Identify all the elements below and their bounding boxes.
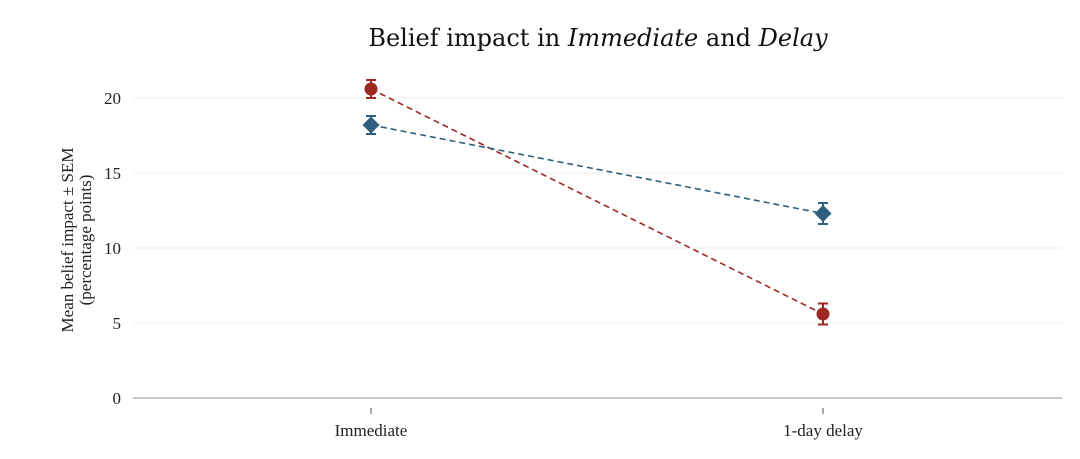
y-axis-label-line2: (percentage points) [76, 175, 95, 306]
chart-title-delay: Delay [758, 24, 828, 52]
chart-title: Belief impact in Immediate and Delay [368, 24, 828, 52]
chart-title-middle: and [698, 24, 758, 52]
point-circle-1-day-delay [816, 307, 830, 321]
y-ticks: 0 5 10 15 20 [104, 89, 121, 408]
chart-title-immediate: Immediate [567, 24, 698, 52]
y-tick-label-20: 20 [104, 89, 121, 108]
series-circle [364, 79, 830, 326]
x-tick-label-1-day-delay: 1-day delay [783, 421, 863, 440]
y-tick-label-10: 10 [104, 239, 121, 258]
point-circle-immediate [364, 82, 378, 96]
chart-title-prefix: Belief impact in [368, 24, 568, 52]
x-tick-label-immediate: Immediate [335, 421, 408, 440]
series-diamond [362, 115, 832, 225]
series-line-diamond [370, 124, 824, 215]
grid-lines [133, 97, 1062, 324]
y-tick-label-15: 15 [104, 164, 121, 183]
x-ticks: Immediate 1-day delay [335, 408, 863, 440]
y-axis-label-line1: Mean belief impact ± SEM [58, 148, 77, 333]
series-group [362, 79, 832, 326]
series-line-circle [370, 88, 824, 315]
y-tick-label-0: 0 [113, 389, 122, 408]
point-diamond-1-day-delay [814, 205, 832, 222]
point-diamond-immediate [362, 116, 380, 134]
y-tick-label-5: 5 [113, 314, 122, 333]
